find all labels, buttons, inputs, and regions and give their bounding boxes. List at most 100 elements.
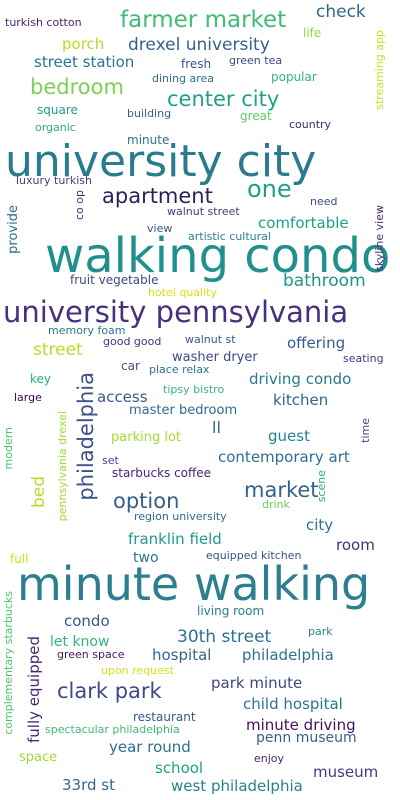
word-view: view	[147, 222, 173, 235]
word-apartment: apartment	[102, 184, 213, 208]
word-comfortable: comfortable	[258, 214, 349, 232]
word-room: room	[336, 536, 375, 554]
word-one: one	[247, 175, 292, 203]
word-street-station: street station	[34, 53, 135, 71]
word-child-hospital: child hospital	[243, 695, 343, 713]
word-country: country	[289, 118, 332, 131]
word-need: need	[310, 195, 338, 208]
word-car: car	[121, 359, 140, 373]
word-guest: guest	[268, 427, 310, 445]
word-option: option	[113, 489, 180, 513]
word-hotel-quality: hotel quality	[148, 286, 217, 299]
word-popular: popular	[271, 70, 317, 84]
word-drexel-university: drexel university	[128, 35, 270, 55]
word-modern: modern	[2, 427, 15, 470]
word-time: time	[359, 418, 372, 443]
word-clark-park: clark park	[57, 679, 162, 703]
word-access: access	[97, 388, 148, 406]
word-region-university: region university	[134, 510, 227, 523]
word-condo: condo	[64, 612, 110, 630]
word-minute-walking: minute walking	[17, 557, 371, 611]
word-park-minute: park minute	[211, 674, 303, 692]
word-university-pennsylvania: university pennsylvania	[3, 295, 349, 329]
word-memory-foam: memory foam	[48, 324, 126, 337]
word-hospital: hospital	[152, 646, 212, 664]
word-check: check	[316, 2, 366, 22]
word-city: city	[306, 516, 334, 534]
word-ll: ll	[212, 418, 221, 437]
word-center-city: center city	[167, 87, 280, 111]
word-luxury-turkish: luxury turkish	[16, 174, 92, 187]
word-philadelphia: philadelphia	[242, 646, 334, 664]
word-two: two	[133, 550, 159, 566]
word-square: square	[37, 103, 78, 117]
word-good-good: good good	[103, 335, 162, 348]
word-driving-condo: driving condo	[249, 370, 352, 388]
word-kitchen: kitchen	[273, 391, 329, 409]
word-year-round: year round	[109, 738, 191, 756]
word-bathroom: bathroom	[283, 271, 366, 291]
word-museum: museum	[313, 763, 379, 781]
word-restaurant: restaurant	[133, 710, 196, 724]
word-bed: bed	[29, 476, 49, 509]
word-green-tea: green tea	[229, 54, 283, 67]
word-pennsylvania-drexel: pennsylvania drexel	[56, 411, 69, 522]
word-provide: provide	[6, 205, 21, 254]
word-washer-dryer: washer dryer	[172, 350, 258, 365]
word-life: life	[303, 26, 322, 40]
word-minute-driving: minute driving	[246, 716, 356, 734]
word-master-bedroom: master bedroom	[129, 403, 238, 418]
word-farmer-market: farmer market	[120, 7, 287, 33]
word-university-city: university city	[5, 136, 317, 187]
word-streaming-app: streaming app	[373, 30, 386, 110]
word-artistic-cultural: artistic cultural	[188, 230, 271, 243]
word-let-know: let know	[50, 634, 110, 650]
word-dining-area: dining area	[152, 72, 215, 85]
word-tipsy-bistro: tipsy bistro	[163, 383, 225, 396]
word-place-relax: place relax	[149, 363, 210, 376]
word-building: building	[127, 107, 172, 120]
word-large: large	[14, 391, 42, 404]
word-full: full	[10, 552, 29, 566]
word-drink: drink	[262, 498, 290, 511]
word-set: set	[102, 454, 119, 467]
word-equipped-kitchen: equipped kitchen	[206, 549, 302, 562]
word-parking-lot: parking lot	[111, 430, 181, 445]
word-enjoy: enjoy	[254, 752, 285, 765]
word-offering: offering	[287, 334, 346, 352]
word-minute: minute	[127, 133, 170, 147]
word-street: street	[33, 340, 83, 360]
word-complementary-starbucks: complementary starbucks	[2, 591, 15, 735]
word-fruit-vegetable: fruit vegetable	[70, 273, 159, 287]
word-key: key	[30, 372, 52, 386]
word-spectacular-philadelphia: spectacular philadelphia	[45, 723, 180, 736]
word-green-space: green space	[57, 648, 125, 661]
word-franklin-field: franklin field	[128, 530, 222, 548]
word-contemporary-art: contemporary art	[218, 448, 350, 466]
word-porch: porch	[62, 35, 105, 53]
word-fully-equipped: fully equipped	[25, 636, 43, 743]
word-bedroom: bedroom	[30, 75, 124, 99]
word-upon-request: upon request	[101, 664, 174, 677]
word-seating: seating	[343, 352, 384, 365]
word-30th-street: 30th street	[177, 627, 272, 647]
word-space: space	[19, 750, 58, 765]
word-starbucks-coffee: starbucks coffee	[112, 466, 212, 480]
word-walnut-st: walnut st	[185, 333, 236, 346]
word-organic: organic	[35, 121, 76, 134]
word-co-op: co op	[73, 190, 86, 220]
word-park: park	[308, 625, 333, 638]
word-walnut-street: walnut street	[167, 205, 240, 218]
word-philadelphia-vertical: philadelphia	[74, 372, 98, 501]
word-penn-museum: penn museum	[256, 730, 357, 746]
word-walking-condo: walking condo	[45, 228, 391, 284]
word-living-room: living room	[197, 604, 265, 618]
word-scene: scene	[315, 470, 328, 503]
word-turkish-cotton: turkish cotton	[5, 16, 82, 29]
word-great: great	[240, 109, 272, 123]
word-school: school	[155, 759, 204, 777]
word-fresh: fresh	[181, 57, 212, 71]
word-market: market	[244, 478, 319, 502]
word-skyline-view: skyline view	[373, 205, 386, 272]
